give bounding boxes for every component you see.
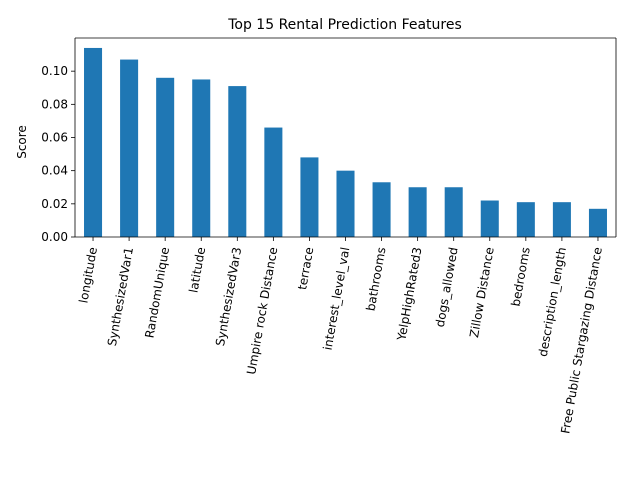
y-tick-label: 0.06 — [41, 131, 68, 145]
bar — [228, 86, 247, 237]
x-tick-label: Free Public Stargazing Distance — [558, 246, 605, 435]
x-tick-label: SynthesizedVar3 — [213, 246, 244, 347]
bar — [84, 47, 103, 238]
x-tick-label: terrace — [295, 246, 316, 291]
bar — [552, 202, 571, 237]
bar — [156, 77, 175, 237]
bar — [192, 79, 211, 237]
x-tick-label: SynthesizedVar1 — [105, 246, 136, 347]
x-tick-label: latitude — [186, 246, 208, 294]
x-tick-label: description_length — [536, 246, 569, 358]
x-tick-label: interest_level_val — [321, 246, 353, 351]
bar — [480, 200, 499, 237]
y-axis-label: Score — [15, 125, 29, 159]
bar — [516, 202, 535, 237]
x-tick-label: RandomUnique — [142, 246, 172, 339]
bar — [120, 59, 139, 237]
y-tick-label: 0.04 — [41, 164, 68, 178]
y-tick-label: 0.10 — [41, 64, 68, 78]
y-tick-label: 0.00 — [41, 230, 68, 244]
bar — [444, 187, 463, 237]
chart-title: Top 15 Rental Prediction Features — [227, 17, 462, 33]
x-tick-label: YelpHighRated3 — [394, 246, 424, 342]
bar — [372, 182, 391, 237]
x-tick-label: longitude — [76, 246, 100, 304]
x-tick-label: bedrooms — [509, 246, 533, 307]
bars-layer — [84, 47, 607, 238]
y-ticks: 0.00 0.02 0.04 0.06 0.08 0.10 — [41, 64, 75, 244]
bar — [408, 187, 427, 237]
x-ticks: longitude SynthesizedVar1 RandomUnique lati… — [76, 237, 605, 435]
y-tick-label: 0.08 — [41, 97, 68, 111]
bar — [588, 208, 607, 237]
x-tick-label: Umpire rock Distance — [244, 246, 280, 376]
bar — [336, 170, 355, 237]
y-tick-label: 0.02 — [41, 197, 68, 211]
x-tick-label: Zillow Distance — [467, 246, 497, 339]
bar — [264, 127, 283, 237]
bar — [300, 157, 319, 237]
x-tick-label: dogs_allowed — [433, 246, 461, 328]
x-tick-label: bathrooms — [364, 246, 389, 312]
